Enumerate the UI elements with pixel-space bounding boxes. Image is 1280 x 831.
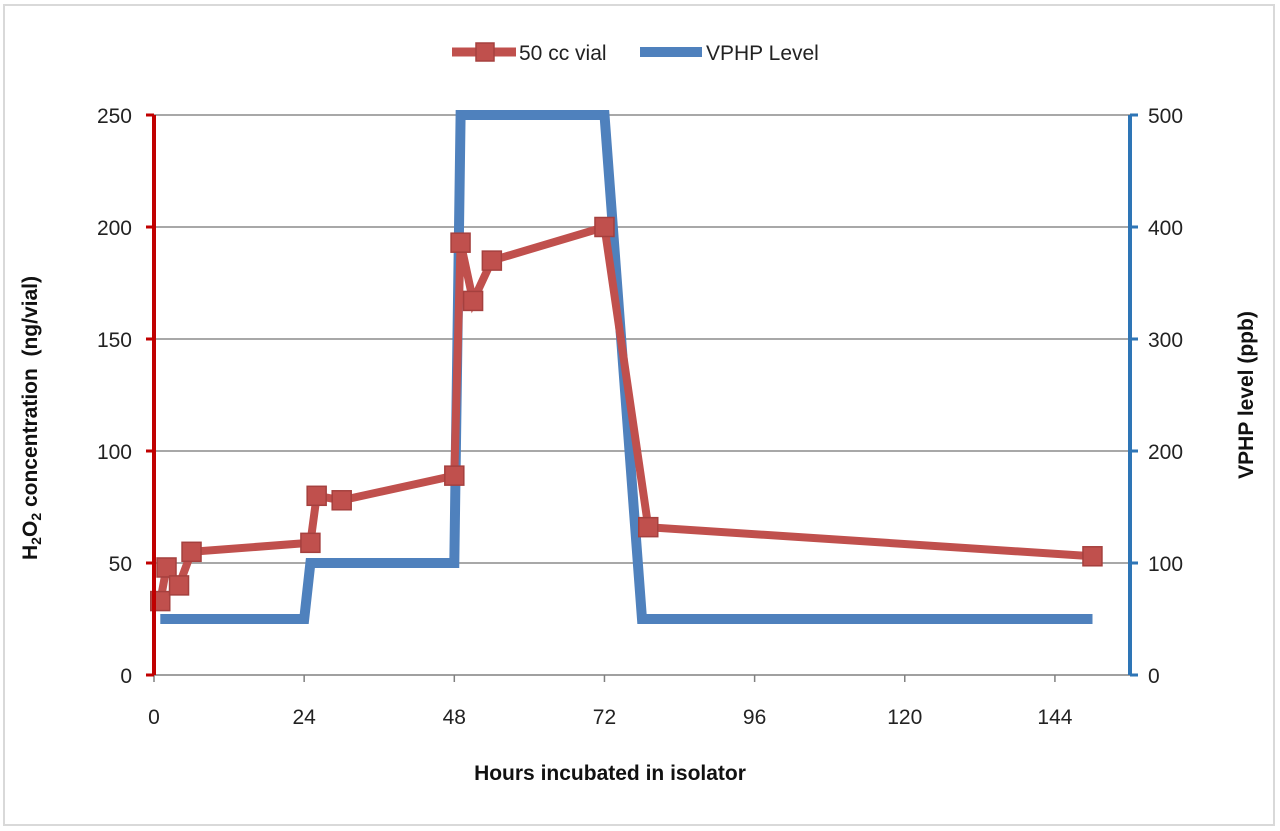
data-point-50cc-vial [481,250,503,271]
data-point-50cc-vial [638,516,659,538]
data-point-50cc-vial [444,465,465,486]
y-axis-title-subscript: 2 [28,537,44,545]
x-tick-label: 120 [887,706,922,729]
data-point-50cc-vial [1082,546,1103,567]
legend-swatch-marker-50cc [475,42,495,62]
data-point-50cc-vial [450,232,471,253]
series-layer [150,110,1103,624]
y-axis-title-part: H [19,545,42,560]
data-point-50cc-vial [462,290,484,312]
y2-tick-label: 400 [1148,217,1183,240]
y2-tick-label: 0 [1148,665,1160,688]
y-axis-title: H2O2 concentration (ng/vial) [19,276,44,560]
y2-tick-label: 300 [1148,329,1183,352]
x-tick-label: 48 [443,706,466,729]
y-tick-label: 150 [97,329,132,352]
y-axis-title-part: O [19,521,42,537]
x-tick-label: 0 [148,706,160,729]
y-tick-label: 250 [97,105,132,128]
axes [146,113,1138,682]
y-tick-label: 0 [120,665,132,688]
data-point-50cc-vial [168,575,190,596]
data-point-50cc-vial [331,490,352,511]
data-point-50cc-vial [181,541,202,563]
y2-tick-label: 100 [1148,553,1183,576]
data-point-50cc-vial [594,216,615,238]
tick-labels: 0 24 48 72 96 120 144 0 50 100 150 200 250 0 100 200 300… [97,105,1183,729]
x-tick-label: 96 [743,706,766,729]
x-tick-label: 144 [1037,706,1072,729]
data-point-50cc-vial [156,557,177,578]
legend-label-50cc: 50 cc vial [519,42,607,65]
x-axis-title: Hours incubated in isolator [474,762,746,785]
y-tick-label: 200 [97,217,132,240]
data-point-50cc-vial [306,485,327,507]
y-tick-label: 100 [97,441,132,464]
x-tick-label: 24 [292,706,316,729]
y2-axis-title: VPHP level (ppb) [1235,311,1258,479]
data-point-50cc-vial [300,532,321,554]
y-axis-title-part: concentration (ng/vial) [19,276,42,513]
x-tick-label: 72 [593,706,616,729]
y-tick-label: 50 [109,553,132,576]
y2-tick-label: 200 [1148,441,1183,464]
legend-label-vphp: VPHP Level [706,42,819,65]
y-axis-title-subscript: 2 [28,513,44,521]
y2-tick-label: 500 [1148,105,1183,128]
legend: 50 cc vial VPHP Level [452,42,819,65]
chart-frame [3,4,1275,826]
